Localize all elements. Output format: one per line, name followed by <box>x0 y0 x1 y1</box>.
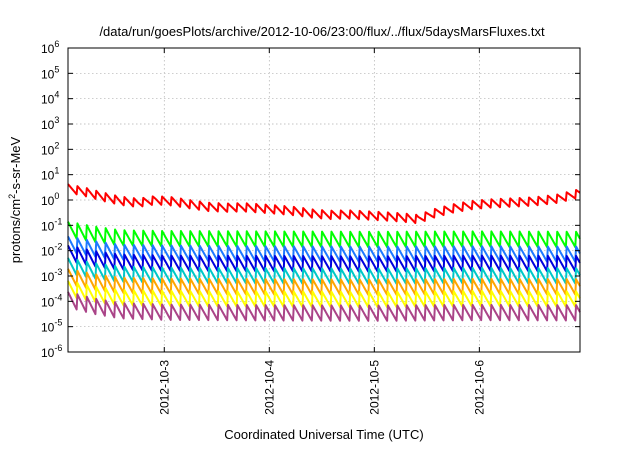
y-axis-label-superscript: 2 <box>7 194 17 199</box>
y-tick-label: 102 <box>41 140 59 157</box>
series-line <box>67 268 581 296</box>
y-tick-label: 10-6 <box>41 343 62 360</box>
chart-title: /data/run/goesPlots/archive/2012-10-06/2… <box>99 24 545 39</box>
x-tick-label: 2012-10-3 <box>157 360 171 415</box>
x-tick-label: 2012-10-4 <box>262 360 276 415</box>
y-tick-label: 10-3 <box>41 267 62 284</box>
series-line <box>67 183 581 225</box>
y-tick-labels: 10-6 10-5 10-4 10-3 10-2 10-1 100 101 102 103 104 1… <box>41 39 62 360</box>
x-tick-label: 2012-10-6 <box>472 360 486 415</box>
series-line <box>67 257 581 285</box>
series-line <box>67 280 581 309</box>
series-layer <box>67 183 581 322</box>
y-tick-label: 104 <box>41 90 59 107</box>
y-tick-label: 10-1 <box>41 216 62 233</box>
series-line <box>67 245 581 273</box>
y-axis-label-prefix: protons/cm <box>8 199 23 263</box>
series-line <box>67 291 581 322</box>
y-tick-label: 103 <box>41 115 59 132</box>
y-axis-label-suffix: -s-sr-MeV <box>8 136 23 193</box>
x-tick-label: 2012-10-5 <box>367 360 381 415</box>
series-line <box>67 221 581 249</box>
y-axis-label: protons/cm2-s-sr-MeV <box>7 136 23 263</box>
y-tick-label: 100 <box>41 191 59 208</box>
y-tick-label: 10-5 <box>41 318 62 335</box>
x-axis-label: Coordinated Universal Time (UTC) <box>224 427 423 442</box>
y-tick-label: 101 <box>41 166 59 183</box>
series-line <box>67 236 581 263</box>
y-tick-label: 105 <box>41 64 59 81</box>
y-tick-label: 106 <box>41 39 59 56</box>
y-tick-label: 10-2 <box>41 242 62 259</box>
x-tick-labels: 2012-10-3 2012-10-4 2012-10-5 2012-10-6 <box>157 360 486 415</box>
axis-ticks <box>68 47 580 353</box>
y-tick-label: 10-4 <box>41 292 62 309</box>
